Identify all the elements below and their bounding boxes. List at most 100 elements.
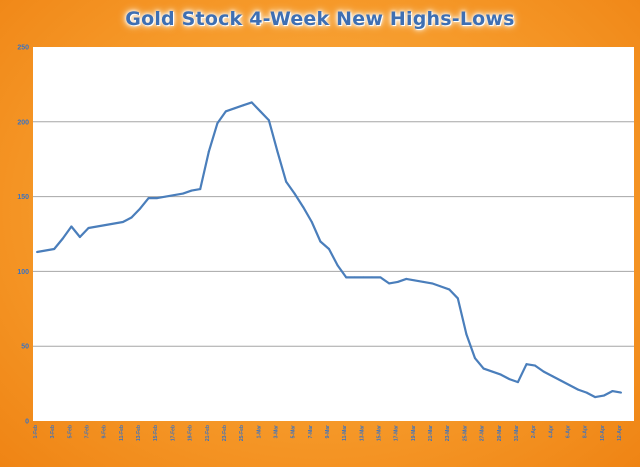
data-point: [113, 222, 116, 225]
x-tick-label: 3-Feb: [50, 425, 56, 438]
data-point: [413, 279, 416, 282]
data-point: [620, 391, 622, 394]
data-point: [36, 250, 38, 253]
data-point: [156, 197, 159, 200]
data-point: [70, 225, 73, 228]
x-tick-label: 19-Feb: [188, 425, 194, 441]
x-tick-label: 13-Feb: [136, 425, 142, 441]
data-point: [44, 249, 47, 252]
data-point: [164, 195, 167, 198]
x-tick-label: 4-Apr: [548, 425, 554, 438]
y-axis-ticks: 0 50 100 150 200 250: [17, 45, 29, 426]
data-point: [551, 375, 554, 378]
y-tick-label: 100: [17, 269, 29, 276]
x-tick-label: 19-Mar: [411, 425, 417, 441]
plot-area: [33, 47, 634, 421]
data-point: [474, 357, 476, 360]
y-tick-label: 0: [25, 419, 29, 426]
x-tick-label: 27-Mar: [480, 425, 486, 441]
x-tick-label: 25-Mar: [462, 425, 468, 441]
y-tick-label: 50: [21, 344, 29, 351]
data-point: [379, 276, 382, 279]
x-tick-label: 9-Mar: [325, 425, 331, 438]
data-point: [568, 384, 571, 387]
data-point: [285, 180, 288, 183]
data-point: [345, 276, 348, 279]
data-point: [456, 297, 459, 300]
data-point: [542, 370, 545, 373]
data-point: [147, 197, 150, 200]
data-point: [396, 280, 399, 283]
x-tick-label: 25-Feb: [239, 425, 245, 441]
gridlines: [33, 121, 634, 347]
x-tick-label: 9-Feb: [102, 425, 108, 438]
data-point: [310, 221, 313, 224]
x-axis-ticks: 1-Feb 3-Feb 5-Feb 7-Feb 9-Feb 11-Feb 13-Feb 15-…: [33, 425, 623, 441]
data-point: [267, 119, 270, 122]
data-point: [405, 277, 408, 280]
data-point: [199, 188, 202, 191]
data-point: [104, 224, 107, 227]
x-tick-label: 12-Apr: [617, 425, 623, 441]
data-point: [491, 370, 494, 373]
data-point: [577, 388, 580, 391]
x-tick-label: 10-Apr: [600, 425, 606, 441]
data-point: [190, 189, 193, 192]
x-tick-label: 17-Feb: [170, 425, 176, 441]
x-tick-label: 29-Mar: [497, 425, 503, 441]
data-point: [182, 192, 184, 195]
y-tick-label: 250: [17, 45, 29, 52]
data-point: [465, 333, 468, 336]
x-tick-label: 21-Feb: [205, 425, 211, 441]
series-group: [36, 101, 622, 399]
data-point: [353, 276, 356, 279]
data-point: [336, 264, 339, 267]
data-point: [53, 247, 56, 250]
data-point: [439, 285, 442, 288]
data-point: [78, 235, 81, 238]
x-tick-label: 5-Mar: [291, 425, 297, 438]
data-point: [328, 247, 330, 250]
data-point: [559, 379, 562, 382]
data-point: [594, 396, 597, 399]
x-tick-label: 8-Apr: [583, 425, 589, 438]
data-point: [276, 150, 279, 153]
y-tick-label: 200: [17, 119, 29, 126]
x-tick-label: 5-Feb: [67, 425, 73, 438]
x-tick-label: 23-Feb: [222, 425, 228, 441]
x-tick-label: 7-Mar: [308, 425, 314, 438]
x-tick-label: 31-Mar: [514, 425, 520, 441]
x-tick-label: 13-Mar: [359, 425, 365, 441]
x-tick-label: 21-Mar: [428, 425, 434, 441]
data-point: [499, 373, 502, 376]
data-point: [87, 227, 90, 230]
data-point: [611, 390, 614, 393]
data-point: [207, 150, 210, 153]
data-point: [602, 394, 605, 397]
data-point: [585, 391, 588, 394]
x-tick-label: 15-Mar: [377, 425, 383, 441]
data-point: [525, 363, 528, 366]
data-point: [431, 282, 434, 285]
data-point: [482, 367, 485, 370]
data-point: [139, 207, 142, 210]
x-tick-label: 11-Feb: [119, 425, 125, 441]
chart-title: Gold Stock 4-Week New Highs-Lows: [125, 8, 515, 30]
data-point: [224, 110, 227, 113]
x-tick-label: 6-Apr: [565, 425, 571, 438]
data-point: [370, 276, 373, 279]
data-point: [173, 194, 176, 197]
data-point: [233, 107, 236, 110]
x-tick-label: 7-Feb: [85, 425, 91, 438]
data-point: [319, 240, 322, 243]
x-tick-label: 2-Apr: [531, 425, 537, 438]
data-point: [448, 288, 451, 291]
x-tick-label: 17-Mar: [394, 425, 400, 441]
data-point: [259, 110, 262, 113]
data-point: [362, 276, 365, 279]
data-point: [534, 364, 537, 367]
x-tick-label: 3-Mar: [273, 425, 279, 438]
x-tick-label: 23-Mar: [445, 425, 451, 441]
